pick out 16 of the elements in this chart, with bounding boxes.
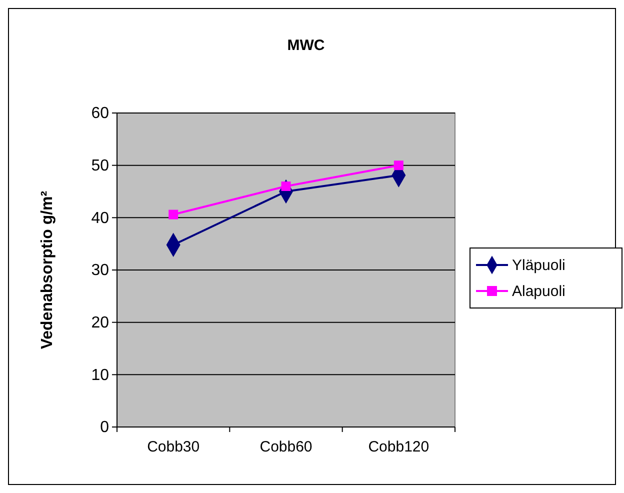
y-tick-label: 40 — [91, 210, 110, 227]
x-tick-label: Cobb30 — [147, 438, 200, 456]
y-tick-label: 60 — [91, 105, 110, 122]
x-tick-label: Cobb120 — [368, 438, 430, 456]
y-tick-label: 30 — [91, 262, 110, 280]
chart-title: MWC — [287, 37, 325, 54]
y-tick-label: 20 — [91, 314, 110, 332]
legend-label: Yläpuoli — [512, 257, 566, 274]
point — [394, 160, 404, 170]
y-tick-label: 50 — [91, 157, 110, 174]
legend-label: Alapuoli — [512, 283, 566, 300]
y-tick-label: 0 — [100, 419, 110, 436]
y-tick-label: 10 — [91, 366, 110, 384]
x-tick-label: Cobb60 — [260, 438, 312, 456]
point — [168, 210, 178, 220]
y-axis-title: Vedenabsorptio g/m² — [39, 190, 56, 350]
